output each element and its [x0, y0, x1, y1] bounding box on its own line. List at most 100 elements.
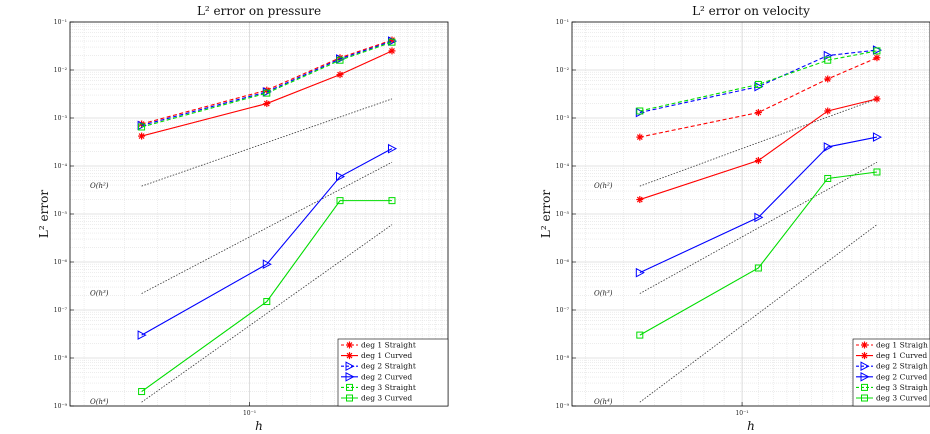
data-point — [823, 142, 833, 152]
data-point — [263, 89, 271, 97]
data-point — [754, 80, 762, 88]
reference-line-label: O(h²) — [90, 182, 109, 190]
y-tick-label: 10⁻¹ — [54, 19, 67, 26]
series-line — [639, 98, 878, 201]
y-tick-label: 10⁻⁶ — [54, 259, 68, 266]
data-point — [824, 174, 832, 182]
series — [636, 168, 881, 339]
reference-line-label: O(h⁴) — [90, 398, 109, 406]
y-tick-label: 10⁻⁸ — [556, 355, 570, 362]
series — [137, 143, 398, 340]
data-point — [137, 330, 147, 340]
reference-line-label: O(h⁴) — [594, 398, 613, 406]
y-tick-label: 10⁻³ — [556, 115, 570, 122]
legend-marker — [345, 371, 355, 382]
legend-label: deg 3 Straigh — [876, 383, 928, 392]
y-tick-label: 10⁻⁹ — [556, 403, 570, 410]
legend-marker — [861, 352, 868, 360]
data-point — [824, 107, 832, 115]
series — [636, 47, 881, 115]
y-tick-label: 10⁻² — [556, 67, 570, 74]
data-point — [873, 168, 881, 176]
data-point — [138, 388, 146, 396]
data-point — [138, 123, 146, 131]
series — [138, 38, 396, 131]
data-point — [873, 47, 881, 55]
y-axis-label: L² error — [37, 190, 51, 238]
data-point — [263, 298, 271, 306]
legend-marker — [346, 352, 353, 360]
data-point — [872, 132, 883, 142]
x-axis-label: h — [747, 419, 755, 433]
legend-label: deg 3 Straight — [361, 383, 416, 392]
data-point — [336, 171, 346, 182]
series-line — [639, 50, 878, 112]
y-tick-label: 10⁻⁹ — [54, 403, 68, 410]
legend-marker — [860, 371, 870, 382]
data-point — [636, 331, 644, 339]
legend-marker — [861, 383, 868, 391]
reference-line-label: O(h³) — [90, 290, 109, 298]
legend-label: deg 2 Straigh — [876, 362, 928, 371]
reference-line — [141, 98, 393, 187]
series — [138, 197, 396, 396]
series-line — [639, 136, 878, 274]
y-tick-label: 10⁻⁷ — [54, 307, 68, 314]
series-line — [141, 148, 393, 336]
reference-line-label: O(h²) — [594, 182, 613, 190]
data-point — [138, 132, 146, 140]
series-line — [639, 57, 878, 138]
legend-marker — [860, 361, 870, 372]
series — [636, 95, 881, 204]
legend-label: deg 1 Curved — [876, 351, 927, 360]
data-point — [636, 196, 644, 204]
data-point — [754, 264, 762, 272]
series-line — [141, 200, 392, 392]
data-point — [387, 143, 398, 154]
legend-label: deg 3 Curved — [876, 394, 927, 403]
legend-marker — [861, 341, 868, 349]
reference-line-label: O(h³) — [594, 290, 613, 298]
y-axis-label: L² error — [539, 190, 553, 238]
series-line — [141, 50, 393, 137]
chart-title: L² error on pressure — [197, 4, 321, 18]
chart-title: L² error on velocity — [692, 4, 810, 18]
data-point — [635, 267, 645, 278]
data-point — [824, 75, 832, 83]
data-point — [754, 157, 762, 165]
legend-label: deg 3 Curved — [361, 394, 412, 403]
legend-label: deg 1 Curved — [361, 351, 412, 360]
y-tick-label: 10⁻⁷ — [556, 307, 570, 314]
y-tick-label: 10⁻² — [54, 67, 68, 74]
data-point — [754, 109, 762, 117]
y-tick-label: 10⁻³ — [54, 115, 68, 122]
reference-line — [639, 98, 878, 187]
reference-line — [639, 161, 878, 294]
data-point — [336, 197, 344, 205]
data-point — [824, 56, 832, 64]
x-axis-label: h — [255, 419, 263, 433]
legend-label: deg 1 Straigh — [876, 341, 928, 350]
legend-marker — [346, 383, 353, 391]
y-tick-label: 10⁻⁵ — [54, 211, 68, 218]
reference-line — [141, 161, 393, 294]
y-tick-label: 10⁻⁶ — [556, 259, 570, 266]
y-tick-label: 10⁻⁸ — [54, 355, 68, 362]
data-point — [336, 71, 344, 79]
data-point — [262, 259, 272, 270]
x-tick-label: 10⁻¹ — [243, 410, 256, 417]
series — [636, 54, 881, 141]
series — [138, 47, 396, 140]
y-tick-label: 10⁻⁴ — [54, 163, 68, 170]
series-line — [141, 41, 393, 128]
reference-line — [639, 224, 878, 403]
data-point — [388, 47, 396, 55]
legend-label: deg 1 Straight — [361, 341, 416, 350]
legend-marker — [345, 361, 355, 372]
velocity-error-chart: 10⁻⁹ 10⁻⁸ 10⁻⁷ 10⁻⁶ 10⁻⁵ 10⁻⁴ 10⁻³ 10⁻² 10⁻¹ 10⁻¹… — [539, 4, 930, 433]
y-tick-label: 10⁻¹ — [556, 19, 569, 26]
x-tick-label: 10⁻¹ — [735, 410, 748, 417]
series-line — [639, 49, 878, 114]
data-point — [873, 95, 881, 103]
legend-label: deg 2 Curved — [876, 372, 927, 381]
